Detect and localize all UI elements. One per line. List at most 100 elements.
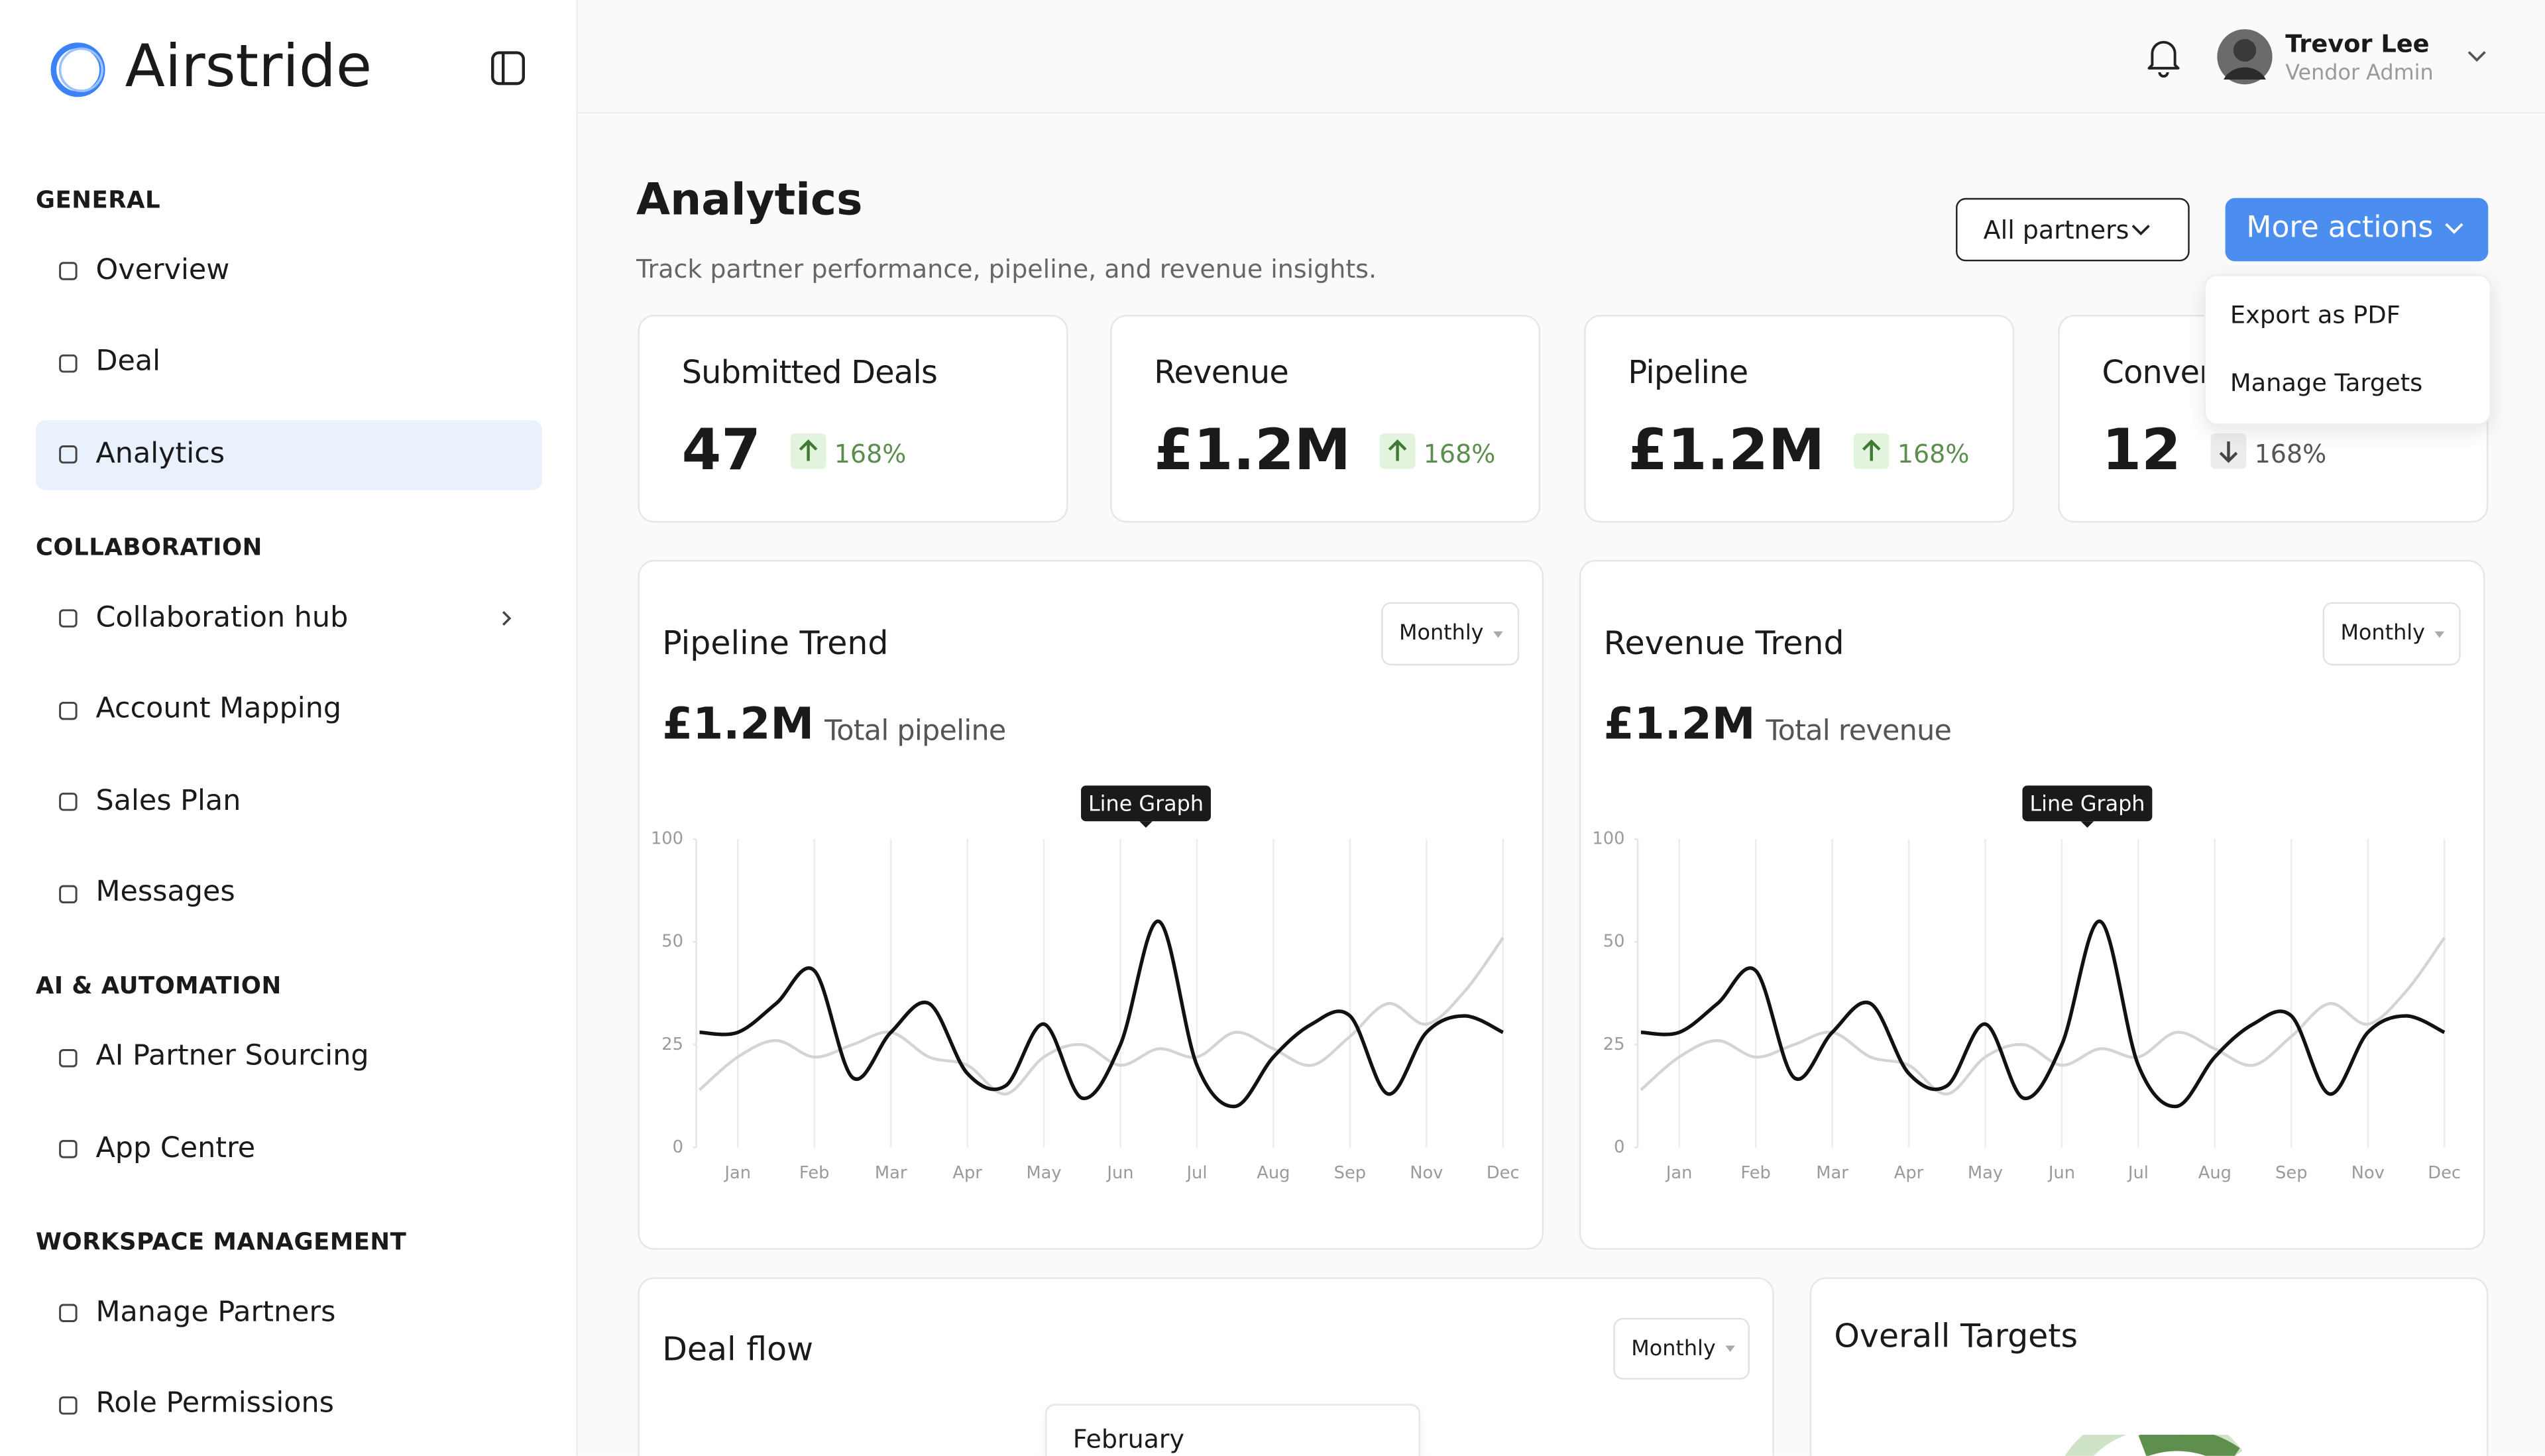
targets-card: Overall Targets [1809,1277,2489,1456]
x-tick-label: Jun [2047,1163,2075,1183]
kpi-label: Submitted Deals [681,354,938,392]
line-chart: Jan Feb Mar Apr May Jun Jul Aug Sep Nov Dec 0 25 50 10… [1592,785,2461,1183]
chart-total-label: Total revenue [1766,715,1952,748]
nav-section-title: AI & AUTOMATION [35,974,282,1001]
x-tick-label: Feb [1740,1163,1771,1183]
notifications[interactable] [2144,36,2183,78]
nav-icon-shape [59,1304,78,1322]
kpi-card: Submitted Deals 47 168% [638,315,1068,523]
period-label: Monthly [2340,621,2425,646]
chart-total: £1.2M [1603,699,1756,750]
logo [50,42,105,97]
nav-section-title: GENERAL [35,188,161,214]
x-tick-label: Dec [1487,1163,1520,1183]
arrow [2219,441,2238,463]
nav-icon-shape [59,793,78,811]
nav-item[interactable]: Overview [95,254,230,287]
kpi-label: Revenue [1154,354,1289,392]
actions-button[interactable]: More actions [2225,197,2489,262]
kpi-change-icon [1853,433,1890,469]
actions-menu: Export as PDF Manage Targets [2204,274,2492,425]
arrow [799,439,818,461]
page-title: Analytics [636,175,863,226]
x-tick-label: Nov [1410,1163,1443,1183]
x-tick-label: Jan [723,1163,751,1183]
avatar[interactable] [2216,28,2274,86]
x-tick-label: Dec [2428,1163,2461,1183]
series-line [1640,936,2446,1095]
nav-icon-shape [59,1395,78,1414]
chart-total: £1.2M [662,699,815,750]
x-tick-label: May [1026,1163,1061,1183]
nav-icon [59,445,78,464]
caret-shape [2434,631,2445,638]
nav-item[interactable]: AI Partner Sourcing [95,1040,369,1074]
nav-icon [59,884,78,903]
nav-icon [59,793,78,811]
tooltip-label: Line Graph [1088,791,1204,816]
kpi-card: Pipeline £1.2M 168% [1584,315,2015,523]
nav-item[interactable]: App Centre [95,1132,256,1165]
y-tick-label: 0 [1614,1137,1624,1157]
user-menu-chevron[interactable] [2465,47,2488,66]
nav-item[interactable]: Manage Partners [95,1296,336,1329]
series-line [699,919,1504,1109]
actions-label: More actions [2246,211,2434,245]
y-tick-label: 25 [661,1035,683,1054]
nav-icon [59,1048,78,1067]
y-tick-label: 100 [651,829,683,849]
x-tick-label: Jan [1665,1163,1693,1183]
period-label: Monthly [1631,1337,1716,1362]
menu-item[interactable]: Export as PDF [2230,299,2401,329]
chevron [2445,223,2463,234]
nav-icon-shape [59,445,78,464]
kpi-change: 168% [834,440,907,470]
period-select[interactable]: Monthly [1613,1317,1750,1380]
chart-card: Pipeline Trend £1.2M Total pipeline Monthly… [638,559,1544,1250]
x-tick-label: Jul [1185,1163,1207,1183]
x-tick-label: Apr [952,1163,982,1183]
caret [2434,631,2445,638]
nav-item[interactable]: Account Mapping [95,693,342,726]
partner-filter[interactable]: All partners [1956,197,2190,262]
tooltip-label: Line Graph [2029,791,2145,816]
brand: Airstride [125,34,372,101]
nav-section-title: COLLABORATION [35,535,262,561]
x-tick-label: Sep [1334,1163,1366,1183]
kpi-change-icon [1379,433,1416,469]
kpi-value: £1.2M [1154,418,1351,483]
nav-icon-shape [59,1140,78,1158]
x-tick-label: May [1968,1163,2003,1183]
nav-item[interactable]: Collaboration hub [95,601,349,634]
nav-item[interactable]: Sales Plan [95,785,241,818]
nav-item[interactable]: Messages [95,877,235,910]
nav-item[interactable]: Deal [95,346,161,379]
kpi-change-icon [2210,433,2247,469]
x-tick-label: Mar [875,1163,907,1183]
period-select[interactable]: Monthly [1381,602,1520,666]
x-tick-label: Feb [799,1163,830,1183]
tooltip-box [2022,785,2153,822]
page-subtitle: Track partner performance, pipeline, and… [636,254,1377,284]
sidebar-toggle[interactable] [490,50,526,86]
period-label: Monthly [1399,621,1484,646]
nav-item[interactable]: Analytics [95,437,225,471]
nav-icon-shape [59,1048,78,1067]
nav-icon-shape [59,262,78,280]
period-select[interactable]: Monthly [2322,602,2461,666]
y-tick-label: 50 [661,932,683,952]
series-line [699,936,1504,1095]
deal-flow-tooltip: February [1045,1404,1420,1456]
tooltip-label: February [1072,1425,1185,1455]
nav-icon [59,700,78,720]
sidebar: Airstride GENERAL Overview Deal Analytics CO… [0,0,578,1456]
nav-icon [59,1140,78,1158]
chart-card: Revenue Trend £1.2M Total revenue Monthly Ja… [1579,559,2485,1250]
nav-icon-shape [59,884,78,903]
menu-item[interactable]: Manage Targets [2230,367,2423,397]
arrow [1862,439,1881,461]
chevron [2131,225,2150,236]
nav-item[interactable]: Role Permissions [95,1388,334,1421]
nav-icon-shape [59,353,78,372]
caret [1725,1345,1735,1353]
